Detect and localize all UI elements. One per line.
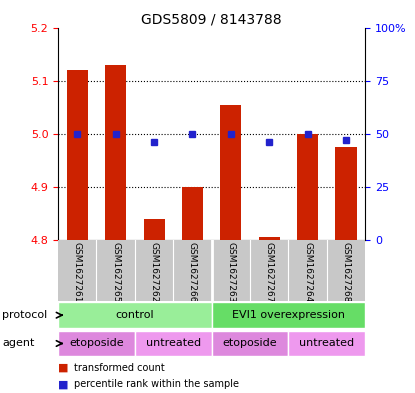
Text: GSM1627266: GSM1627266 [188, 242, 197, 303]
Bar [58, 303, 212, 328]
Bar [335, 147, 356, 240]
Bar [212, 331, 288, 356]
Text: untreated: untreated [146, 338, 201, 349]
Text: etoposide: etoposide [69, 338, 124, 349]
Bar [212, 303, 365, 328]
Text: GSM1627264: GSM1627264 [303, 242, 312, 302]
Bar [259, 237, 280, 240]
Text: transformed count: transformed count [74, 362, 165, 373]
Text: ■: ■ [58, 362, 68, 373]
Bar [144, 219, 165, 240]
Text: percentile rank within the sample: percentile rank within the sample [74, 379, 239, 389]
Text: control: control [115, 310, 154, 320]
Text: GSM1627263: GSM1627263 [226, 242, 235, 303]
Text: etoposide: etoposide [223, 338, 277, 349]
Text: GSM1627267: GSM1627267 [265, 242, 274, 303]
Text: protocol: protocol [2, 310, 47, 320]
Title: GDS5809 / 8143788: GDS5809 / 8143788 [142, 12, 282, 26]
Bar [220, 105, 242, 240]
Text: GSM1627265: GSM1627265 [111, 242, 120, 303]
Bar [105, 65, 126, 240]
Text: GSM1627268: GSM1627268 [342, 242, 351, 303]
Bar [182, 187, 203, 240]
Bar [135, 331, 212, 356]
Text: GSM1627261: GSM1627261 [73, 242, 82, 303]
Bar [67, 70, 88, 240]
Bar [58, 331, 135, 356]
Bar [297, 134, 318, 240]
Text: agent: agent [2, 338, 34, 349]
Text: ■: ■ [58, 379, 68, 389]
Text: untreated: untreated [299, 338, 354, 349]
Text: GSM1627262: GSM1627262 [149, 242, 159, 302]
Text: EVI1 overexpression: EVI1 overexpression [232, 310, 345, 320]
Bar [288, 331, 365, 356]
